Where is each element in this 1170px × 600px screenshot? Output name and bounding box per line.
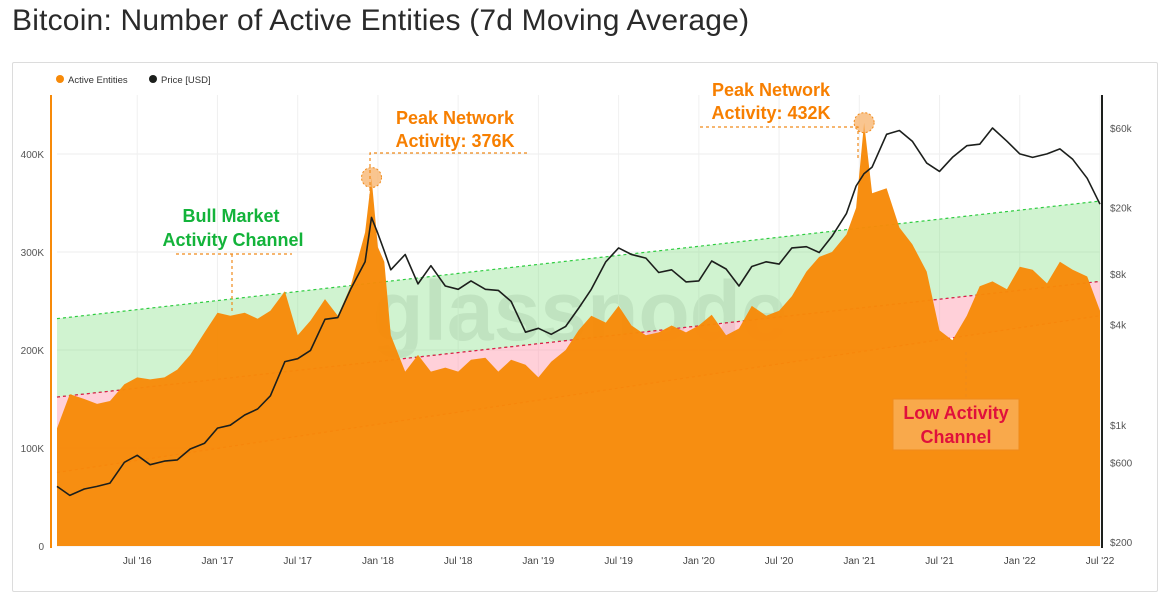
annotation-bull-line2: Activity Channel [162, 230, 303, 250]
x-tick-label: Jul '17 [283, 556, 312, 567]
annotation-peak-2: Peak Network Activity: 432K [711, 80, 831, 123]
y-right-tick-label: $600 [1110, 458, 1133, 469]
peak-2-leader [700, 126, 859, 160]
annotation-low-channel: Low Activity Channel [892, 398, 1020, 451]
y-axis-left-ticks: 0 100K 200K 300K 400K [21, 150, 45, 553]
y-left-tick-label: 100K [21, 444, 45, 455]
x-tick-label: Jan '21 [843, 556, 875, 567]
x-tick-label: Jul '20 [765, 556, 794, 567]
active-entities-area [57, 122, 1100, 546]
annotation-bull-line1: Bull Market [182, 206, 279, 226]
annotation-peak-1-line1: Peak Network [396, 108, 515, 128]
peak-1-leader [369, 152, 528, 203]
x-tick-label: Jan '17 [201, 556, 233, 567]
peak-marker [361, 167, 383, 189]
price-line [56, 127, 1101, 497]
x-axis-ticks: Jul '16 Jan '17 Jul '17 Jan '18 Jul '18 Jan '… [123, 556, 1115, 567]
chart-legend: Active Entities Price [USD] [56, 75, 211, 86]
x-tick-label: Jan '18 [362, 556, 394, 567]
y-right-tick-label: $20k [1110, 204, 1133, 215]
x-tick-label: Jul '19 [604, 556, 633, 567]
annotation-peak-2-line1: Peak Network [712, 80, 831, 100]
y-right-tick-label: $8k [1110, 270, 1127, 281]
x-tick-label: Jan '19 [522, 556, 554, 567]
bull-channel-upper [56, 200, 1101, 320]
peak-marker [853, 112, 875, 134]
y-right-tick-label: $1k [1110, 421, 1127, 432]
annotation-bull-channel: Bull Market Activity Channel [162, 206, 303, 250]
y-left-tick-label: 0 [38, 542, 44, 553]
axes [50, 95, 1103, 548]
peak-markers [176, 112, 967, 398]
y-left-tick-label: 200K [21, 346, 45, 357]
price-usd-line [56, 127, 1101, 497]
y-axis-right-ticks: $200 $600 $1k $4k $8k $20k $60k [1110, 124, 1133, 549]
legend-price-icon [149, 75, 157, 83]
x-tick-label: Jan '22 [1004, 556, 1036, 567]
y-right-tick-label: $60k [1110, 124, 1133, 135]
y-right-tick-label: $4k [1110, 321, 1127, 332]
annotation-peak-1: Peak Network Activity: 376K [395, 108, 515, 151]
annotation-low-box [892, 398, 1020, 451]
entities-area [57, 122, 1100, 546]
annotation-low-line2: Channel [920, 427, 991, 447]
x-tick-label: Jan '20 [683, 556, 715, 567]
x-tick-label: Jul '22 [1086, 556, 1115, 567]
page-title: Bitcoin: Number of Active Entities (7d M… [12, 4, 750, 37]
legend-active-entities-label[interactable]: Active Entities [68, 75, 128, 86]
legend-active-entities-icon [56, 75, 64, 83]
legend-price-label[interactable]: Price [USD] [161, 75, 211, 86]
y-left-tick-label: 400K [21, 150, 45, 161]
y-left-tick-label: 300K [21, 248, 45, 259]
x-tick-label: Jul '21 [925, 556, 954, 567]
x-tick-label: Jul '18 [444, 556, 473, 567]
annotation-low-line1: Low Activity [903, 403, 1008, 423]
annotation-peak-1-line2: Activity: 376K [395, 131, 514, 151]
y-right-tick-label: $200 [1110, 538, 1133, 549]
annotation-peak-2-line2: Activity: 432K [711, 103, 830, 123]
x-tick-label: Jul '16 [123, 556, 152, 567]
